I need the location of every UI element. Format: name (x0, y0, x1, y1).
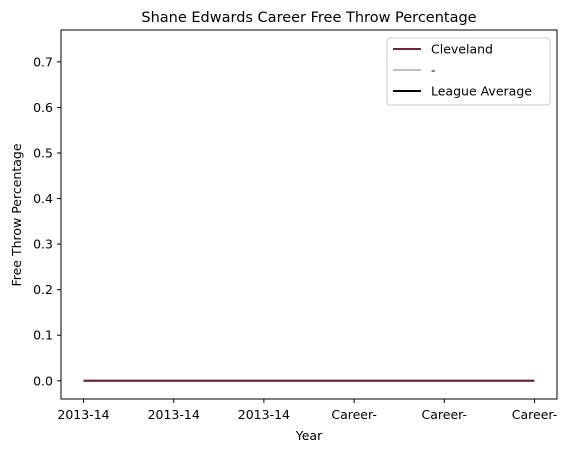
y-tick-label: 0.6 (33, 100, 53, 115)
y-tick-label: 0.7 (33, 54, 53, 69)
legend-entry-2: League Average (431, 84, 532, 99)
y-tick-label: 0.2 (33, 282, 53, 297)
x-tick-label: 2013-14 (57, 407, 109, 422)
x-tick-label: Career- (512, 407, 557, 422)
x-axis-label: Year (295, 428, 323, 443)
legend-entry-1: - (431, 63, 436, 78)
chart-title: Shane Edwards Career Free Throw Percenta… (141, 10, 476, 26)
y-tick-label: 0.4 (33, 191, 53, 206)
y-tick-label: 0.1 (33, 328, 53, 343)
y-tick-label: 0.5 (33, 146, 53, 161)
x-tick-label: 2013-14 (148, 407, 200, 422)
legend-box (386, 37, 551, 106)
legend: Cleveland - League Average (386, 37, 551, 106)
x-tick-label: Career- (422, 407, 467, 422)
axes: 0.0 0.1 0.2 0.3 0.4 0.5 0.6 0.7 2013-14 2013-14 20… (33, 29, 558, 422)
axes-frame (60, 29, 558, 400)
x-tick-label: 2013-14 (238, 407, 290, 422)
legend-entry-0: Cleveland (431, 42, 493, 57)
y-tick-label: 0.0 (33, 373, 53, 388)
x-tick-label: Career- (331, 407, 376, 422)
y-tick-label: 0.3 (33, 237, 53, 252)
y-axis-label: Free Throw Percentage (9, 143, 24, 286)
